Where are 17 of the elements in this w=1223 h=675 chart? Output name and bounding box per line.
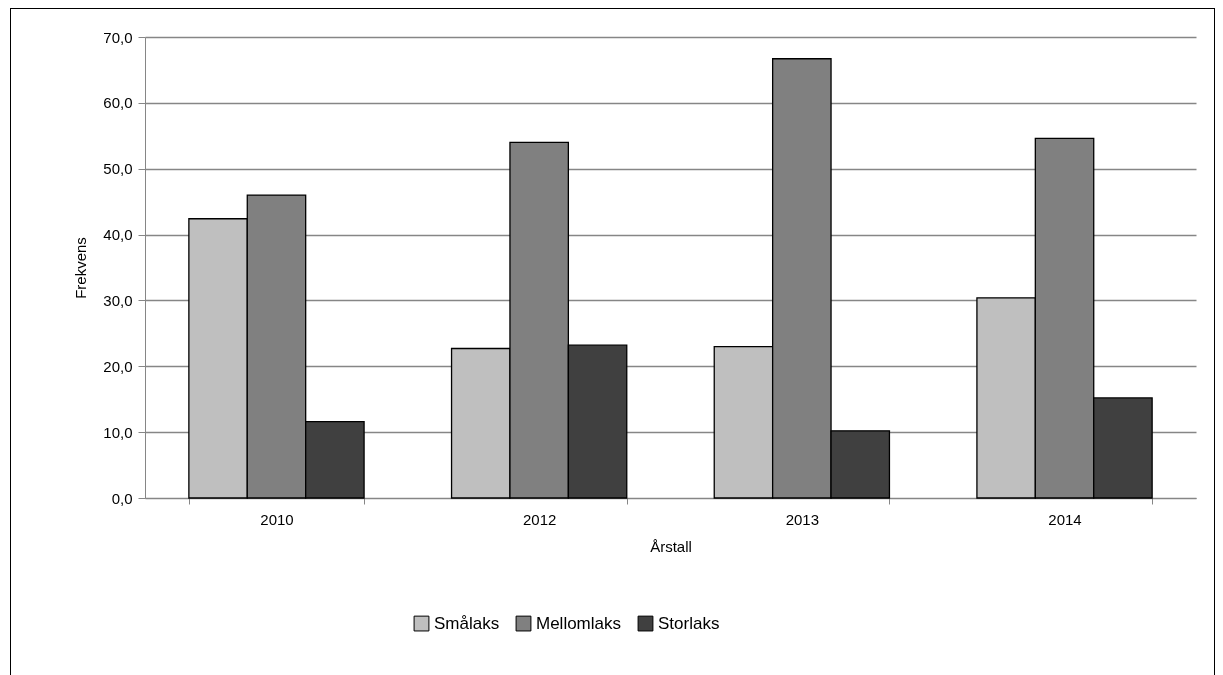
y-tick-label: 10,0 [103, 423, 133, 441]
legend-label: Mellomlaks [536, 613, 622, 633]
x-tick-label: 2010 [260, 510, 294, 528]
y-tick-label: 50,0 [103, 160, 133, 178]
y-tick-label: 40,0 [103, 226, 133, 244]
y-tick-label: 70,0 [103, 28, 133, 46]
y-axis-title: Frekvens [72, 237, 90, 299]
y-tick-label: 20,0 [103, 357, 133, 375]
y-tick-label: 60,0 [103, 94, 133, 112]
x-tick-label: 2012 [522, 510, 557, 528]
x-axis-title: Årstall [650, 537, 692, 555]
legend-label: Storlaks [658, 613, 720, 633]
legend-label: Smålaks [434, 613, 500, 633]
y-tick-label: 0,0 [111, 489, 133, 507]
y-tick-label: 30,0 [103, 291, 133, 309]
x-tick-label: 2013 [785, 510, 820, 528]
x-tick-label: 2014 [1048, 510, 1082, 528]
